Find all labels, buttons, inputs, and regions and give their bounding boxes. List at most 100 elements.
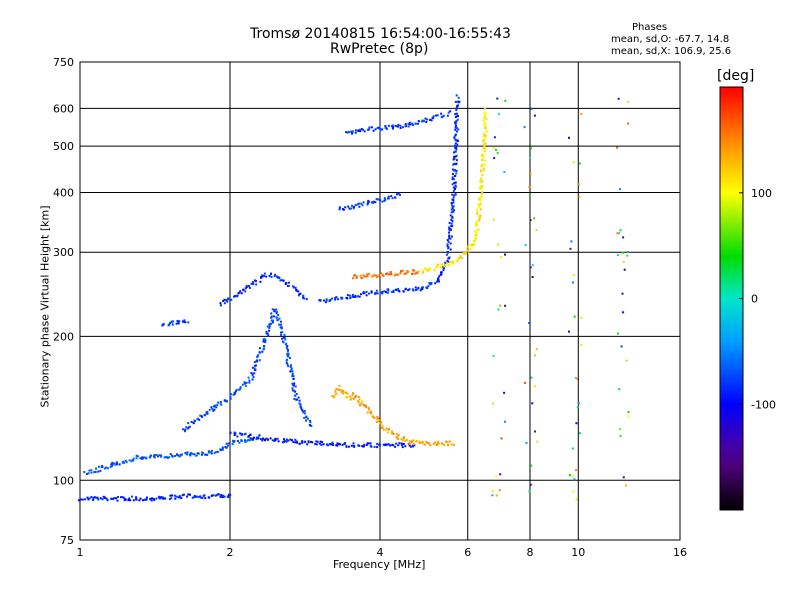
- data-point: [427, 269, 430, 272]
- data-point: [187, 321, 190, 324]
- data-point: [248, 379, 251, 382]
- data-point: [351, 294, 354, 296]
- data-point: [429, 283, 432, 286]
- x-tick-label: 10: [571, 546, 585, 559]
- noise-point: [531, 276, 534, 278]
- data-point: [352, 205, 355, 208]
- data-point: [204, 453, 207, 456]
- data-point: [172, 320, 175, 323]
- x-tick-label: 8: [527, 546, 534, 559]
- data-point: [92, 499, 95, 502]
- data-point: [412, 443, 415, 446]
- data-point: [479, 180, 482, 183]
- data-point: [285, 438, 288, 441]
- data-point: [363, 404, 366, 407]
- data-point: [192, 421, 195, 424]
- noise-point: [578, 196, 581, 198]
- data-point: [144, 456, 147, 459]
- data-point: [227, 444, 229, 447]
- data-point: [255, 438, 258, 441]
- data-point: [215, 406, 218, 409]
- data-point: [482, 119, 485, 122]
- data-point: [253, 436, 255, 439]
- data-point: [223, 399, 226, 402]
- data-point: [182, 493, 185, 496]
- data-point: [386, 288, 389, 291]
- noise-point: [572, 474, 575, 477]
- data-point: [281, 331, 284, 334]
- data-point: [105, 497, 108, 500]
- data-point: [473, 240, 476, 242]
- data-point: [146, 496, 148, 499]
- data-point: [279, 279, 282, 282]
- data-point: [441, 263, 444, 266]
- data-point: [214, 494, 217, 497]
- data-point: [386, 431, 389, 434]
- data-point: [476, 230, 479, 233]
- data-point: [280, 323, 283, 326]
- data-point: [442, 269, 445, 272]
- data-point: [447, 111, 450, 114]
- data-point: [349, 395, 352, 398]
- data-point: [381, 426, 384, 429]
- data-point: [233, 440, 236, 443]
- data-point: [368, 292, 370, 295]
- data-point: [363, 130, 366, 133]
- data-point: [484, 127, 487, 130]
- data-point: [148, 456, 151, 459]
- data-point: [191, 496, 194, 499]
- data-point: [195, 495, 198, 498]
- data-point: [188, 453, 191, 456]
- data-point: [411, 288, 414, 291]
- data-point: [292, 441, 295, 443]
- data-point: [245, 440, 248, 443]
- data-point: [399, 127, 402, 129]
- data-point: [480, 177, 483, 180]
- data-point: [451, 215, 454, 218]
- data-point: [331, 297, 333, 300]
- data-point: [307, 441, 310, 444]
- data-point: [268, 274, 271, 277]
- data-point: [404, 123, 407, 125]
- data-point: [372, 201, 374, 204]
- data-point: [441, 442, 443, 445]
- data-point: [469, 243, 472, 246]
- data-point: [441, 115, 444, 118]
- data-point: [259, 347, 261, 350]
- data-point: [303, 410, 306, 412]
- data-point: [135, 454, 138, 457]
- data-point: [387, 273, 390, 276]
- data-point: [450, 225, 453, 227]
- data-point: [445, 253, 448, 256]
- data-point: [277, 440, 280, 443]
- data-point: [295, 393, 298, 395]
- data-point: [484, 134, 487, 137]
- data-point: [455, 154, 458, 157]
- data-point: [330, 443, 333, 446]
- data-point: [436, 114, 439, 117]
- noise-point: [530, 147, 532, 150]
- data-point: [239, 432, 242, 435]
- data-point: [227, 297, 230, 300]
- data-point: [334, 298, 337, 301]
- noise-point: [528, 490, 531, 493]
- data-point: [174, 455, 177, 457]
- data-point: [374, 201, 377, 204]
- data-point: [135, 496, 137, 499]
- data-point: [232, 393, 235, 396]
- data-point: [245, 286, 248, 288]
- data-point: [247, 285, 250, 287]
- data-point: [447, 264, 450, 267]
- data-point: [366, 203, 369, 206]
- data-point: [355, 275, 358, 278]
- data-point: [278, 323, 281, 326]
- data-point: [86, 496, 89, 499]
- data-point: [193, 495, 196, 497]
- data-point: [305, 298, 308, 301]
- data-point: [372, 129, 375, 132]
- data-point: [293, 382, 296, 385]
- data-point: [391, 443, 394, 446]
- noise-point: [493, 146, 496, 149]
- data-point: [221, 446, 224, 449]
- noise-point: [495, 148, 497, 151]
